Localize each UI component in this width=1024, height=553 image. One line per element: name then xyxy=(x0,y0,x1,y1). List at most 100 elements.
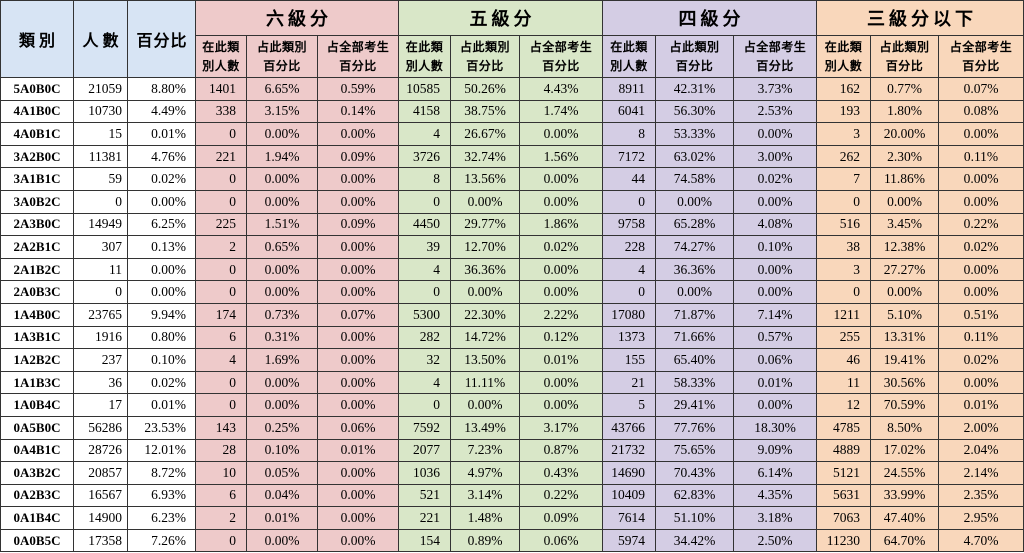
cell-percent: 0.80% xyxy=(128,326,196,350)
cell-three-level-or-below-count: 162 xyxy=(817,78,871,101)
cell-four-level-pct-of-all: 9.09% xyxy=(734,439,817,463)
cell-six-level-pct-of-all: 0.00% xyxy=(318,123,399,146)
cell-four-level-count: 21732 xyxy=(603,439,656,463)
cell-six-level-count: 6 xyxy=(196,326,247,350)
cell-category: 2A2B1C xyxy=(1,236,74,259)
cell-three-level-or-below-pct-of-category: 8.50% xyxy=(871,416,939,440)
cell-six-level-pct-of-category: 3.15% xyxy=(247,100,318,124)
cell-six-level-pct-of-all: 0.00% xyxy=(318,371,399,395)
cell-three-level-or-below-count: 11 xyxy=(817,371,871,395)
cell-six-level-pct-of-category: 0.05% xyxy=(247,462,318,485)
cell-percent: 4.49% xyxy=(128,100,196,124)
cell-five-level-pct-of-category: 50.26% xyxy=(451,78,520,101)
cell-three-level-or-below-pct-of-all: 0.22% xyxy=(939,213,1024,237)
cell-three-level-or-below-pct-of-all: 0.01% xyxy=(939,394,1024,417)
cell-four-level-pct-of-category: 0.00% xyxy=(656,190,734,214)
cell-three-level-or-below-count: 516 xyxy=(817,213,871,237)
cell-six-level-count: 0 xyxy=(196,123,247,146)
cell-count: 0 xyxy=(74,190,128,214)
cell-four-level-pct-of-category: 65.28% xyxy=(656,213,734,237)
cell-five-level-count: 39 xyxy=(399,236,451,259)
cell-five-level-pct-of-all: 0.00% xyxy=(520,168,603,191)
group-header-six-level: 六級分 xyxy=(196,1,399,36)
cell-four-level-pct-of-category: 70.43% xyxy=(656,462,734,485)
cell-three-level-or-below-pct-of-all: 0.11% xyxy=(939,326,1024,350)
cell-five-level-pct-of-category: 0.00% xyxy=(451,394,520,417)
cell-five-level-pct-of-all: 0.00% xyxy=(520,258,603,282)
subheader-pct-of-category: 占此類別 百分比 xyxy=(656,36,734,78)
cell-six-level-pct-of-all: 0.14% xyxy=(318,100,399,124)
cell-six-level-count: 0 xyxy=(196,258,247,282)
cell-four-level-pct-of-all: 0.57% xyxy=(734,326,817,350)
cell-five-level-count: 0 xyxy=(399,190,451,214)
cell-four-level-count: 43766 xyxy=(603,416,656,440)
cell-four-level-count: 1373 xyxy=(603,326,656,350)
cell-four-level-pct-of-category: 0.00% xyxy=(656,281,734,304)
cell-six-level-count: 143 xyxy=(196,416,247,440)
cell-three-level-or-below-pct-of-category: 0.00% xyxy=(871,190,939,214)
cell-four-level-pct-of-category: 74.58% xyxy=(656,168,734,191)
cell-five-level-count: 1036 xyxy=(399,462,451,485)
cell-percent: 0.13% xyxy=(128,236,196,259)
cell-four-level-count: 9758 xyxy=(603,213,656,237)
cell-four-level-count: 6041 xyxy=(603,100,656,124)
cell-count: 20857 xyxy=(74,462,128,485)
cell-three-level-or-below-count: 0 xyxy=(817,281,871,304)
subheader-pct-of-all: 占全部考生 百分比 xyxy=(318,36,399,78)
cell-four-level-pct-of-all: 0.01% xyxy=(734,371,817,395)
cell-six-level-pct-of-category: 6.65% xyxy=(247,78,318,101)
subheader-pct-of-category: 占此類別 百分比 xyxy=(247,36,318,78)
cell-four-level-pct-of-all: 0.06% xyxy=(734,349,817,372)
cell-three-level-or-below-pct-of-category: 12.38% xyxy=(871,236,939,259)
cell-four-level-pct-of-category: 63.02% xyxy=(656,145,734,169)
cell-six-level-count: 225 xyxy=(196,213,247,237)
cell-six-level-pct-of-all: 0.00% xyxy=(318,236,399,259)
cell-six-level-count: 28 xyxy=(196,439,247,463)
cell-five-level-pct-of-all: 0.00% xyxy=(520,190,603,214)
cell-four-level-pct-of-category: 77.76% xyxy=(656,416,734,440)
cell-four-level-pct-of-category: 71.87% xyxy=(656,303,734,327)
cell-four-level-pct-of-all: 3.18% xyxy=(734,507,817,530)
cell-four-level-pct-of-category: 53.33% xyxy=(656,123,734,146)
cell-three-level-or-below-pct-of-all: 4.70% xyxy=(939,529,1024,553)
cell-five-level-count: 3726 xyxy=(399,145,451,169)
cell-three-level-or-below-count: 4889 xyxy=(817,439,871,463)
cell-five-level-pct-of-all: 0.02% xyxy=(520,236,603,259)
cell-three-level-or-below-pct-of-all: 0.00% xyxy=(939,258,1024,282)
cell-three-level-or-below-count: 255 xyxy=(817,326,871,350)
header-count: 人數 xyxy=(74,1,128,78)
cell-count: 307 xyxy=(74,236,128,259)
cell-category: 1A2B2C xyxy=(1,349,74,372)
cell-category: 1A3B1C xyxy=(1,326,74,350)
cell-six-level-count: 1401 xyxy=(196,78,247,101)
cell-six-level-count: 221 xyxy=(196,145,247,169)
cell-five-level-pct-of-all: 1.56% xyxy=(520,145,603,169)
cell-six-level-pct-of-category: 0.00% xyxy=(247,168,318,191)
cell-five-level-pct-of-category: 1.48% xyxy=(451,507,520,530)
cell-four-level-pct-of-category: 36.36% xyxy=(656,258,734,282)
cell-three-level-or-below-pct-of-category: 64.70% xyxy=(871,529,939,553)
cell-four-level-count: 4 xyxy=(603,258,656,282)
cell-four-level-count: 0 xyxy=(603,281,656,304)
cell-six-level-pct-of-category: 0.00% xyxy=(247,190,318,214)
cell-five-level-pct-of-all: 0.00% xyxy=(520,123,603,146)
cell-percent: 23.53% xyxy=(128,416,196,440)
cell-four-level-pct-of-all: 0.00% xyxy=(734,258,817,282)
cell-three-level-or-below-pct-of-all: 0.02% xyxy=(939,236,1024,259)
cell-percent: 0.00% xyxy=(128,281,196,304)
subheader-count-in-category: 在此類 別人數 xyxy=(817,36,871,78)
cell-five-level-count: 0 xyxy=(399,281,451,304)
cell-six-level-pct-of-category: 0.00% xyxy=(247,123,318,146)
cell-four-level-pct-of-all: 4.35% xyxy=(734,484,817,508)
cell-six-level-pct-of-category: 0.10% xyxy=(247,439,318,463)
cell-five-level-pct-of-category: 13.56% xyxy=(451,168,520,191)
cell-five-level-pct-of-all: 2.22% xyxy=(520,303,603,327)
cell-four-level-pct-of-all: 0.00% xyxy=(734,190,817,214)
cell-three-level-or-below-count: 12 xyxy=(817,394,871,417)
cell-six-level-pct-of-category: 0.65% xyxy=(247,236,318,259)
cell-category: 1A4B0C xyxy=(1,303,74,327)
cell-percent: 8.80% xyxy=(128,78,196,101)
cell-category: 4A1B0C xyxy=(1,100,74,124)
cell-five-level-count: 4 xyxy=(399,258,451,282)
